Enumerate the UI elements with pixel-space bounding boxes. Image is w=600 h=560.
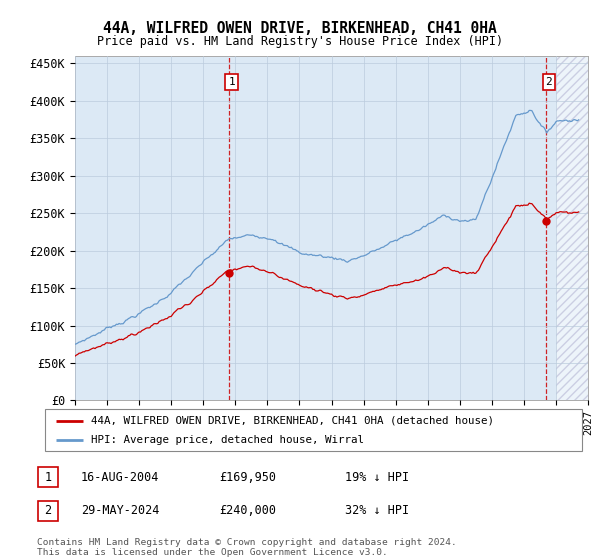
Text: 1: 1 bbox=[228, 77, 235, 87]
Text: Price paid vs. HM Land Registry's House Price Index (HPI): Price paid vs. HM Land Registry's House … bbox=[97, 35, 503, 48]
Bar bbox=[38, 501, 58, 521]
Text: 2: 2 bbox=[545, 77, 552, 87]
Text: HPI: Average price, detached house, Wirral: HPI: Average price, detached house, Wirr… bbox=[91, 435, 364, 445]
Text: Contains HM Land Registry data © Crown copyright and database right 2024.
This d: Contains HM Land Registry data © Crown c… bbox=[37, 538, 457, 557]
Text: 2: 2 bbox=[44, 504, 52, 517]
Text: 44A, WILFRED OWEN DRIVE, BIRKENHEAD, CH41 0HA (detached house): 44A, WILFRED OWEN DRIVE, BIRKENHEAD, CH4… bbox=[91, 416, 494, 426]
Text: 19% ↓ HPI: 19% ↓ HPI bbox=[345, 470, 409, 484]
Text: £169,950: £169,950 bbox=[219, 470, 276, 484]
Text: 16-AUG-2004: 16-AUG-2004 bbox=[81, 470, 160, 484]
Text: 44A, WILFRED OWEN DRIVE, BIRKENHEAD, CH41 0HA: 44A, WILFRED OWEN DRIVE, BIRKENHEAD, CH4… bbox=[103, 21, 497, 36]
Text: 32% ↓ HPI: 32% ↓ HPI bbox=[345, 504, 409, 517]
Text: 1: 1 bbox=[44, 470, 52, 484]
Text: 29-MAY-2024: 29-MAY-2024 bbox=[81, 504, 160, 517]
Text: £240,000: £240,000 bbox=[219, 504, 276, 517]
Bar bbox=[38, 467, 58, 487]
